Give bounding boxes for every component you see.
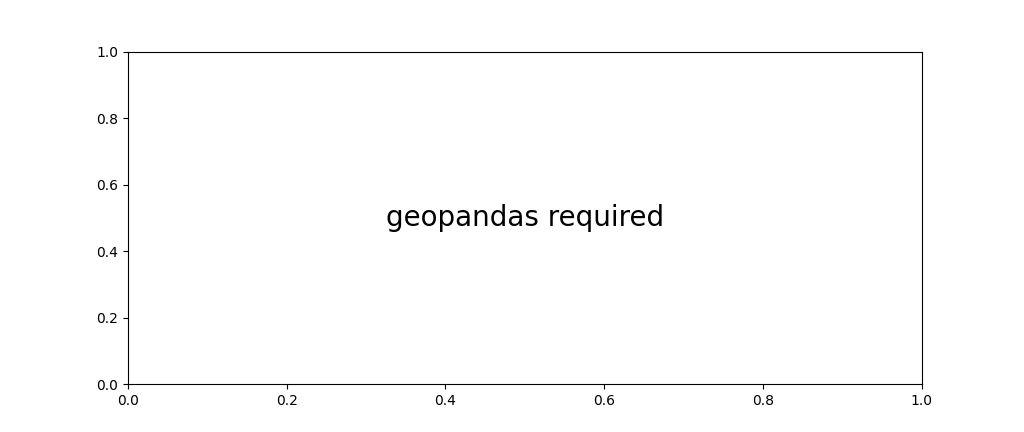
Text: geopandas required: geopandas required — [386, 204, 664, 232]
